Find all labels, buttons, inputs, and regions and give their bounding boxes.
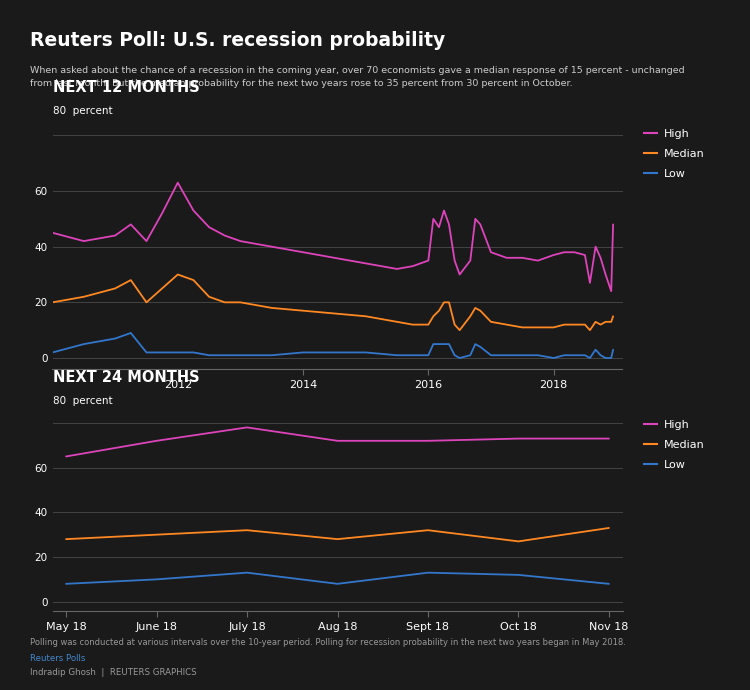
Text: Polling was conducted at various intervals over the 10-year period. Polling for : Polling was conducted at various interva… <box>30 638 626 647</box>
Text: Reuters Polls: Reuters Polls <box>30 654 86 663</box>
Text: When asked about the chance of a recession in the coming year, over 70 economist: When asked about the chance of a recessi… <box>30 66 685 75</box>
Text: Reuters Poll: U.S. recession probability: Reuters Poll: U.S. recession probability <box>30 31 445 50</box>
Text: from last month. But the median probability for the next two years rose to 35 pe: from last month. But the median probabil… <box>30 79 573 88</box>
Legend: High, Median, Low: High, Median, Low <box>640 125 709 184</box>
Text: 80  percent: 80 percent <box>53 106 112 116</box>
Legend: High, Median, Low: High, Median, Low <box>640 415 709 475</box>
Text: NEXT 12 MONTHS: NEXT 12 MONTHS <box>53 80 200 95</box>
Text: 80  percent: 80 percent <box>53 396 112 406</box>
Text: NEXT 24 MONTHS: NEXT 24 MONTHS <box>53 370 200 385</box>
Text: Indradip Ghosh  |  REUTERS GRAPHICS: Indradip Ghosh | REUTERS GRAPHICS <box>30 668 196 677</box>
